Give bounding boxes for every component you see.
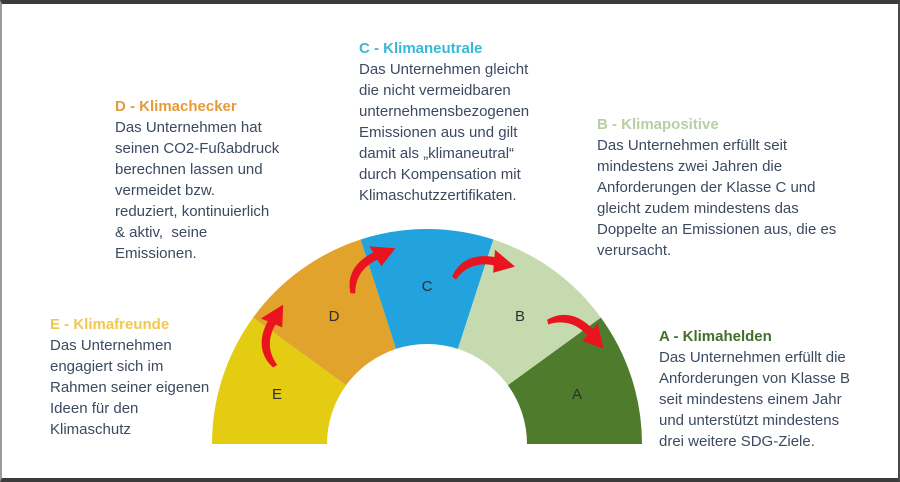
segment-a — [507, 317, 642, 444]
block-klimaneutrale-body: Das Unternehmen gleicht die nicht vermei… — [359, 61, 530, 204]
gauge-diagram: E D C B A — [212, 228, 642, 444]
segment-c — [360, 228, 494, 349]
segment-e — [212, 317, 347, 444]
segment-label-b: B — [515, 308, 525, 325]
block-klimafreunde-body: Das Unternehmen engagiert sich im Rahmen… — [50, 337, 210, 438]
segment-d — [253, 239, 397, 386]
block-klimahelden-body: Das Unternehmen erfüllt die Anforderunge… — [659, 349, 850, 450]
block-klimahelden-heading: A - Klimahelden — [659, 328, 772, 345]
block-klimafreunde-heading: E - Klimafreunde — [50, 316, 170, 333]
block-klimaneutrale: C - Klimaneutrale Das Unternehmen gleich… — [359, 38, 529, 206]
block-klimachecker: D - Klimachecker Das Unternehmen hat sei… — [115, 96, 279, 264]
block-klimapositive-heading: B - Klimapositive — [597, 116, 719, 133]
block-klimachecker-body: Das Unternehmen hat seinen CO2-Fußabdruc… — [115, 119, 280, 262]
block-klimafreunde: E - Klimafreunde Das Unternehmen engagie… — [50, 314, 209, 440]
arrow-c-to-b-icon — [452, 249, 516, 280]
block-klimachecker-heading: D - Klimachecker — [115, 98, 237, 115]
block-klimaneutrale-heading: C - Klimaneutrale — [359, 40, 483, 57]
segment-label-a: A — [572, 386, 582, 403]
arrow-d-to-c-icon — [349, 246, 396, 294]
segment-b — [457, 239, 601, 386]
arrow-b-to-a-icon — [547, 314, 604, 349]
segment-label-d: D — [329, 308, 340, 325]
block-klimahelden: A - Klimahelden Das Unternehmen erfüllt … — [659, 326, 850, 452]
segment-label-e: E — [272, 386, 282, 403]
segment-label-c: C — [422, 278, 433, 295]
block-klimapositive-body: Das Unternehmen erfüllt seit mindestens … — [597, 137, 837, 259]
block-klimapositive: B - Klimapositive Das Unternehmen erfüll… — [597, 114, 836, 261]
arrow-e-to-d-icon — [260, 304, 284, 368]
